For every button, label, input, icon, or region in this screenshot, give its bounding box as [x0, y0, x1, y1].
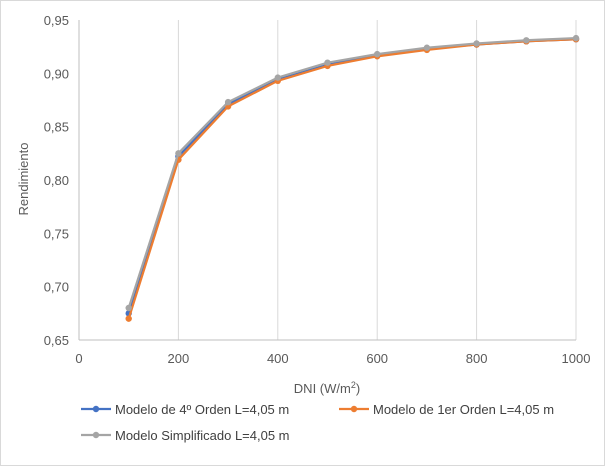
- legend-item: Modelo de 4º Orden L=4,05 m: [81, 402, 289, 417]
- data-point: [324, 59, 331, 66]
- y-tick-label: 0,75: [44, 226, 69, 241]
- data-point: [572, 34, 580, 42]
- y-axis-title: Rendimiento: [16, 143, 31, 216]
- y-tick-labels: 0,65 0,70 0,75 0,80 0,85 0,90 0,95: [44, 13, 69, 348]
- data-point: [523, 37, 530, 44]
- x-tick-label: 600: [366, 351, 388, 366]
- x-axis-title-main: DNI (W/m: [294, 381, 351, 396]
- data-point: [125, 315, 132, 322]
- series-line: [127, 38, 577, 320]
- series-2: [125, 36, 580, 322]
- x-axis-title-superscript: 2: [351, 380, 356, 390]
- y-tick-label: 0,90: [44, 66, 69, 81]
- series-3: [125, 34, 580, 312]
- series-line: [127, 36, 577, 309]
- x-tick-label: 1000: [562, 351, 591, 366]
- y-tick-label: 0,70: [44, 280, 69, 295]
- legend-label: Modelo de 4º Orden L=4,05 m: [115, 402, 289, 417]
- series-line: [127, 38, 577, 314]
- x-tick-labels: 0 200 400 600 800 1000: [75, 351, 590, 366]
- y-tick-label: 0,85: [44, 120, 69, 135]
- series-group: [125, 34, 580, 322]
- data-point: [423, 44, 431, 51]
- legend-label: Modelo de 1er Orden L=4,05 m: [373, 402, 554, 417]
- legend-swatch-marker: [350, 405, 358, 413]
- x-tick-label: 400: [267, 351, 289, 366]
- y-tick-label: 0,80: [44, 173, 69, 188]
- grid-lines: [177, 20, 577, 340]
- y-tick-label: 0,65: [44, 333, 69, 348]
- legend-swatch-marker: [92, 405, 100, 413]
- legend-item: Modelo Simplificado L=4,05 m: [81, 428, 290, 443]
- data-point: [274, 74, 281, 81]
- y-tick-label: 0,95: [44, 13, 69, 28]
- legend-swatch-marker: [92, 431, 100, 439]
- series-1: [125, 36, 580, 317]
- data-point: [175, 150, 182, 157]
- data-point: [125, 304, 132, 312]
- x-axis-title: DNI (W/m2): [294, 380, 360, 396]
- legend-item: Modelo de 1er Orden L=4,05 m: [339, 402, 554, 417]
- legend: Modelo de 4º Orden L=4,05 m Modelo de 1er…: [81, 402, 554, 443]
- x-tick-label: 0: [75, 351, 82, 366]
- data-point: [374, 50, 381, 58]
- data-point: [224, 98, 232, 106]
- x-axis-title-end: ): [356, 381, 360, 396]
- x-tick-label: 200: [168, 351, 190, 366]
- axes: [78, 20, 576, 341]
- data-point: [473, 40, 480, 47]
- legend-label: Modelo Simplificado L=4,05 m: [115, 428, 290, 443]
- x-tick-label: 800: [466, 351, 488, 366]
